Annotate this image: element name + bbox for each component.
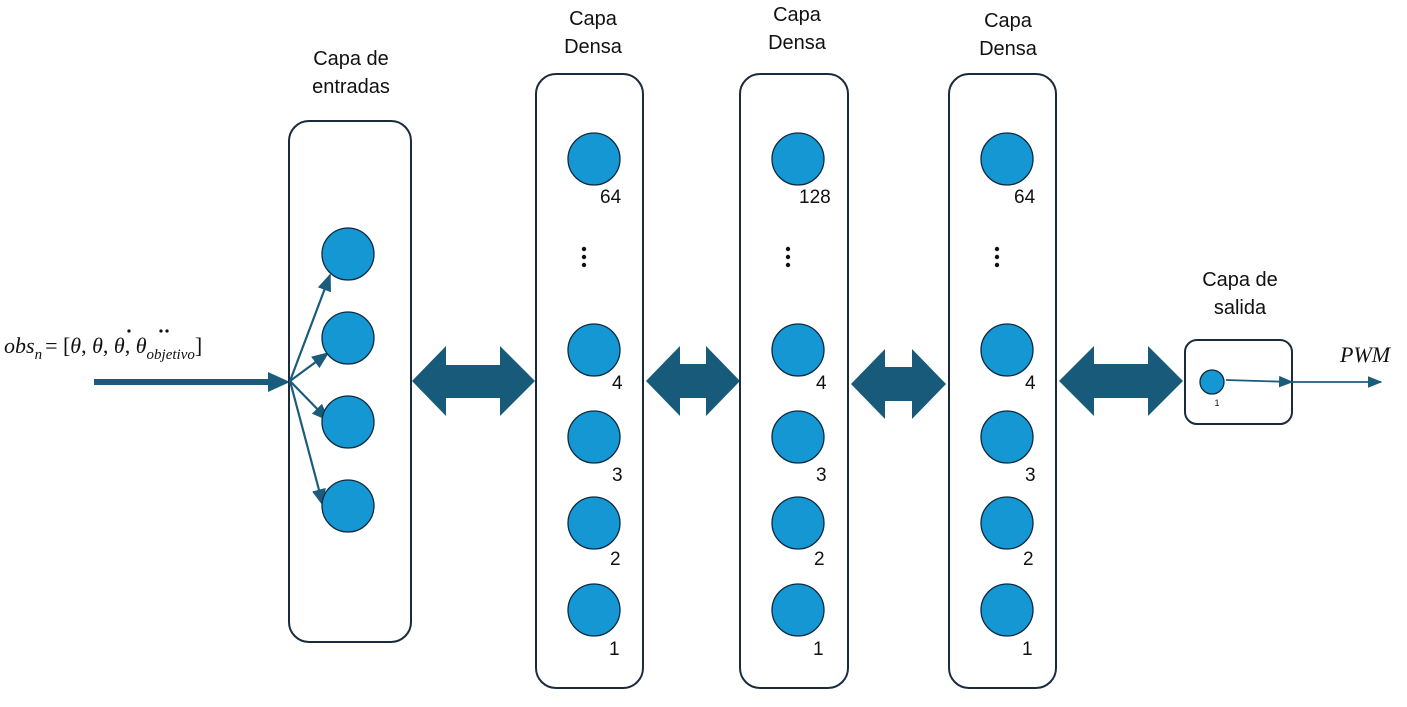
output-node-label: 1 <box>1214 398 1219 408</box>
dense3-node-4 <box>980 323 1034 377</box>
fan-arrow-3 <box>289 380 330 422</box>
dense1-node-64 <box>567 132 621 186</box>
output-layer-title-2: salida <box>1214 297 1267 319</box>
fan-arrow-2 <box>289 351 330 382</box>
dense3-label-2: 2 <box>1023 549 1034 570</box>
fan-arrow-4 <box>288 380 326 507</box>
dense2-node-2 <box>771 496 825 550</box>
dense1-ellipsis-dot-3 <box>581 262 587 268</box>
output-layer-title-1: Capa de <box>1202 269 1278 291</box>
dense3-node-2 <box>980 496 1034 550</box>
dense1-node-1 <box>567 583 621 637</box>
dense1-label-1: 1 <box>609 639 620 660</box>
dense3-ellipsis-dot-2 <box>994 254 1000 260</box>
dense3-label-64: 64 <box>1014 187 1036 208</box>
connection-arrow-1 <box>412 346 535 416</box>
output-inner-arrow <box>1225 375 1294 388</box>
dense3-node-64 <box>980 132 1034 186</box>
dense1-node-2 <box>567 496 621 550</box>
dense2-node-4 <box>771 323 825 377</box>
single-dot-accent <box>127 329 131 333</box>
dense2-node-3 <box>771 410 825 464</box>
dense3-label-3: 3 <box>1025 465 1036 486</box>
dense3-ellipsis-dot-1 <box>994 246 1000 252</box>
double-dot-accent-right <box>165 329 169 333</box>
dense2-label-3: 3 <box>816 465 827 486</box>
dense1-title-1: Capa <box>569 8 618 30</box>
output-node-1 <box>1199 369 1225 395</box>
input-node-4 <box>321 479 375 533</box>
dense3-title-2: Densa <box>979 38 1038 60</box>
dense2-ellipsis-dot-1 <box>785 246 791 252</box>
dense2-ellipsis-dot-2 <box>785 254 791 260</box>
dense1-label-3: 3 <box>612 465 623 486</box>
dense2-title-2: Densa <box>768 32 827 54</box>
dense3-label-4: 4 <box>1025 373 1036 394</box>
dense2-node-128 <box>771 132 825 186</box>
output-label-pwm: PWM <box>1339 342 1392 367</box>
dense2-label-1: 1 <box>813 639 824 660</box>
dense2-title-1: Capa <box>773 4 822 26</box>
input-arrow-head <box>268 372 290 392</box>
dense3-node-3 <box>980 410 1034 464</box>
dense1-label-2: 2 <box>610 549 621 570</box>
input-node-3 <box>321 395 375 449</box>
dense3-ellipsis-dot-3 <box>994 262 1000 268</box>
dense2-node-1 <box>771 583 825 637</box>
dense2-label-2: 2 <box>814 549 825 570</box>
dense1-node-3 <box>567 410 621 464</box>
input-formula: obsn = [θ, θ, θ, θobjetivo] <box>4 333 202 363</box>
dense2-ellipsis-dot-3 <box>785 262 791 268</box>
dense3-label-1: 1 <box>1022 639 1033 660</box>
input-layer-title-1: Capa de <box>313 48 389 70</box>
dense1-ellipsis-dot-1 <box>581 246 587 252</box>
fan-arrow-1 <box>288 273 332 382</box>
double-dot-accent-left <box>159 329 163 333</box>
dense1-title-2: Densa <box>564 36 623 58</box>
connection-arrow-3 <box>851 349 946 419</box>
dense2-label-4: 4 <box>816 373 827 394</box>
dense1-label-64: 64 <box>600 187 622 208</box>
dense1-node-4 <box>567 323 621 377</box>
input-node-2 <box>321 311 375 365</box>
dense3-title-1: Capa <box>984 10 1033 32</box>
input-node-1 <box>321 227 375 281</box>
dense3-node-1 <box>980 583 1034 637</box>
dense1-ellipsis-dot-2 <box>581 254 587 260</box>
connection-arrow-2 <box>646 346 740 416</box>
input-layer-title-2: entradas <box>312 76 390 98</box>
input-layer-box <box>288 120 412 643</box>
connection-arrow-4 <box>1059 346 1183 416</box>
dense1-label-4: 4 <box>612 373 623 394</box>
dense2-label-128: 128 <box>799 187 831 208</box>
